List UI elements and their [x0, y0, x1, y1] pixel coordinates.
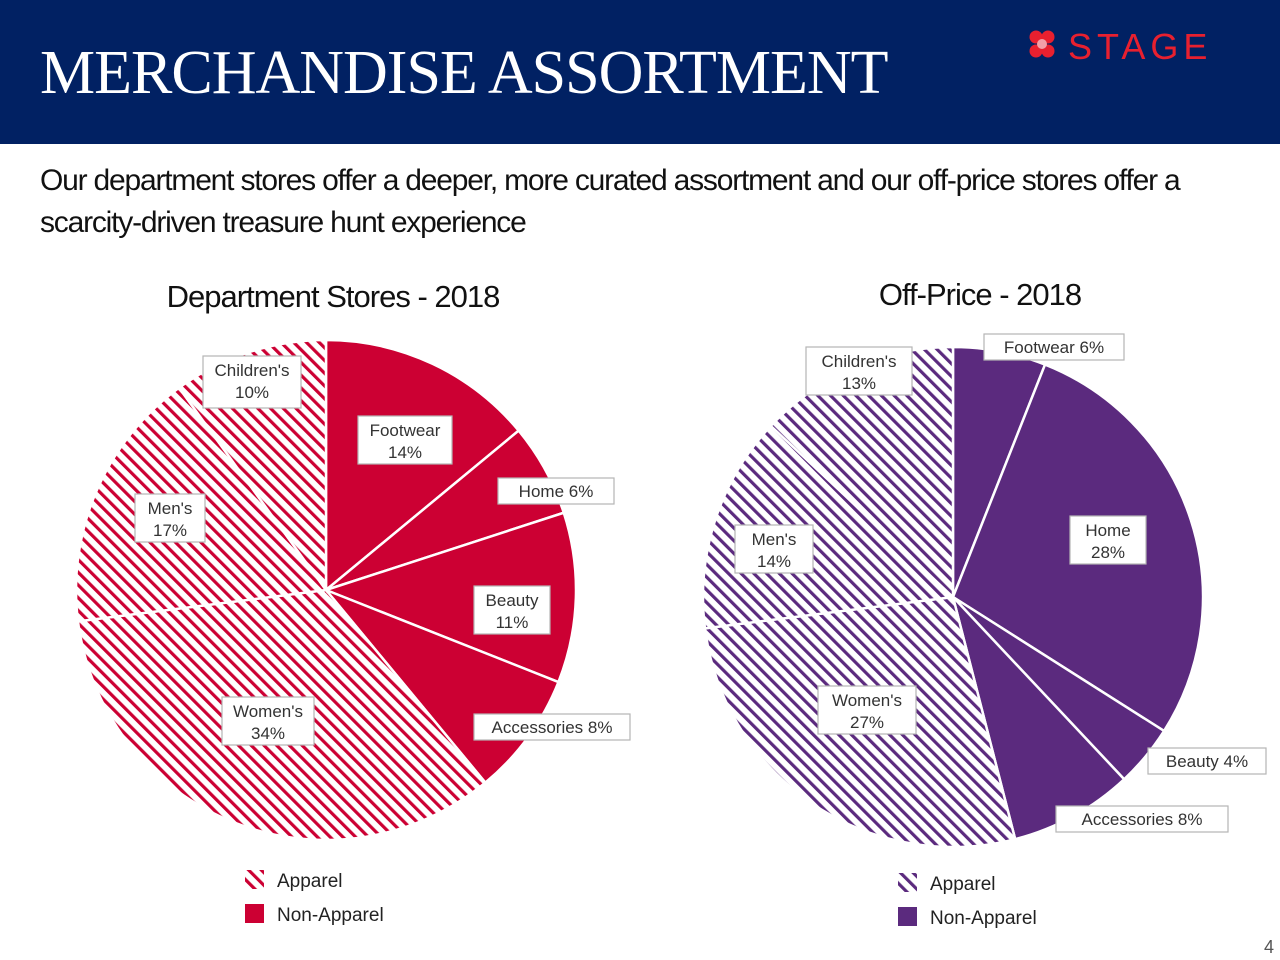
- data-label-category: Home: [1085, 521, 1130, 540]
- page-number: 4: [1263, 937, 1274, 957]
- page-title: MERCHANDISE ASSORTMENT: [40, 39, 889, 107]
- data-label-category: Men's: [752, 530, 797, 549]
- pie-slice-men-s: [701, 424, 956, 630]
- data-label-beauty: Beauty 4%: [1147, 747, 1267, 775]
- data-label-value: 17%: [153, 521, 187, 540]
- data-label-beauty: Beauty 11%: [473, 585, 551, 635]
- data-label-category: Women's: [233, 702, 303, 721]
- data-label-women-s: Women's 27%: [817, 685, 917, 735]
- pie-slice-footwear: [324, 338, 521, 593]
- data-label-category: Children's: [214, 361, 289, 380]
- data-label-category: Children's: [821, 352, 896, 371]
- legend-label-apparel: Apparel: [930, 874, 996, 895]
- data-label-children-s: Children's 10%: [202, 355, 302, 409]
- data-label-value: 11%: [496, 613, 529, 632]
- legend-swatch-non-apparel: [898, 907, 917, 926]
- pie-slice-beauty: [322, 511, 578, 684]
- legend-swatch-apparel: [245, 870, 264, 889]
- legend-swatch-non-apparel: [245, 904, 264, 923]
- data-label-men-s: Men's 14%: [734, 524, 814, 574]
- data-label-value: 14%: [757, 552, 791, 571]
- legend-label-apparel: Apparel: [277, 871, 343, 892]
- data-label-women-s: Women's 34%: [221, 696, 315, 746]
- data-label-category: Women's: [832, 691, 902, 710]
- logo-flower-icon: [1029, 30, 1055, 58]
- data-label-value: 34%: [251, 724, 285, 743]
- data-label-category: Beauty: [486, 591, 539, 610]
- data-label-value: 14%: [388, 443, 422, 462]
- data-label-text: Home 6%: [519, 482, 594, 501]
- data-label-footwear: Footwear 14%: [357, 415, 453, 465]
- data-label-value: 27%: [850, 713, 884, 732]
- legend-label-non-apparel: Non-Apparel: [930, 908, 1037, 929]
- data-label-value: 13%: [842, 374, 876, 393]
- data-label-value: 10%: [235, 383, 269, 402]
- data-label-text: Beauty 4%: [1166, 752, 1248, 771]
- data-label-category: Footwear: [370, 421, 441, 440]
- data-label-text: Accessories 8%: [1082, 810, 1203, 829]
- data-label-accessories: Accessories 8%: [473, 713, 631, 741]
- stage-logo: STAGE: [1029, 26, 1212, 66]
- chart-legend: Apparel Non-Apparel: [245, 870, 384, 926]
- legend-swatch-apparel: [898, 873, 917, 892]
- logo-text: STAGE: [1068, 26, 1212, 66]
- header-banner: MERCHANDISE ASSORTMENT STAGE: [0, 0, 1280, 144]
- data-label-text: Accessories 8%: [492, 718, 613, 737]
- data-label-category: Men's: [148, 499, 193, 518]
- data-label-value: 28%: [1091, 543, 1125, 562]
- data-label-children-s: Children's 13%: [805, 346, 913, 396]
- data-label-men-s: Men's 17%: [134, 493, 206, 543]
- department-stores-pie-chart: Department Stores - 2018 Footwear 14% Home …: [74, 279, 631, 926]
- legend-label-non-apparel: Non-Apparel: [277, 905, 384, 926]
- data-label-home: Home 28%: [1069, 515, 1147, 565]
- data-label-text: Footwear 6%: [1004, 338, 1104, 357]
- chart-title: Department Stores - 2018: [167, 279, 500, 314]
- data-label-footwear: Footwear 6%: [983, 333, 1125, 361]
- chart-legend: Apparel Non-Apparel: [898, 873, 1037, 929]
- data-label-home: Home 6%: [497, 477, 615, 505]
- data-label-accessories: Accessories 8%: [1055, 805, 1229, 833]
- page-subtitle: Our department stores offer a deeper, mo…: [40, 164, 1181, 239]
- chart-title: Off-Price - 2018: [879, 277, 1081, 312]
- off-price-pie-chart: Off-Price - 2018 Footwear 6% Home 28% Beauty…: [701, 277, 1267, 929]
